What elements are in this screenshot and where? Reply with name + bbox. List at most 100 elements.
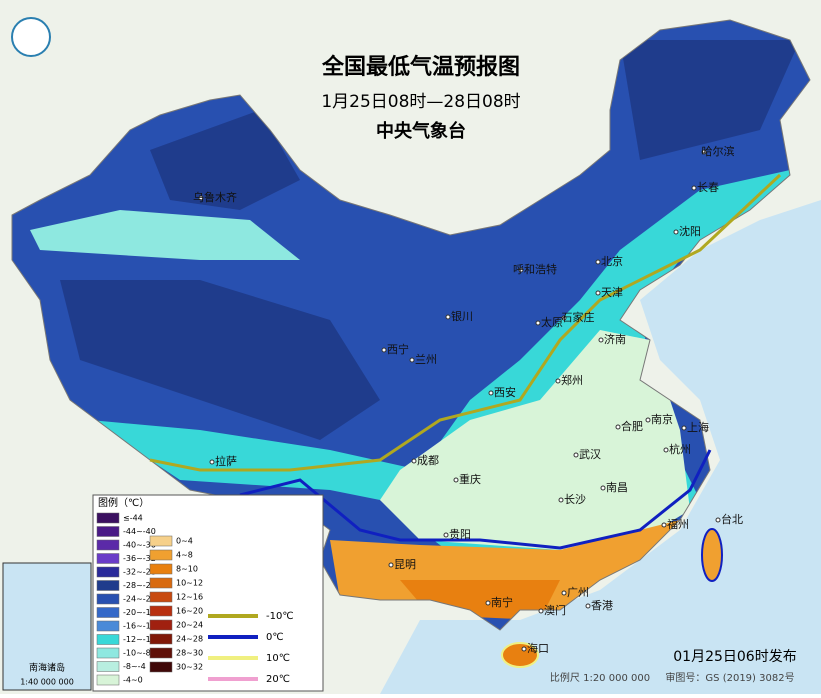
city-label: 西安 xyxy=(494,385,516,399)
city-label: 沈阳 xyxy=(679,224,701,238)
island xyxy=(701,528,723,582)
city-label: 西宁 xyxy=(387,342,409,356)
region xyxy=(150,110,300,210)
city-label: 呼和浩特 xyxy=(513,262,557,276)
legend-swatch xyxy=(149,563,173,575)
legend-swatch xyxy=(149,605,173,617)
legend-line-label: 20℃ xyxy=(266,674,290,685)
legend-swatch xyxy=(96,647,120,659)
legend-label: 30~32 xyxy=(176,663,203,672)
legend-label: -16~-12 xyxy=(123,622,156,631)
city-label: 南宁 xyxy=(491,595,513,609)
legend-label: 4~8 xyxy=(176,551,193,560)
city-label: 香港 xyxy=(591,599,613,612)
logo xyxy=(11,17,51,57)
city-label: 南京 xyxy=(651,412,673,426)
city-dot xyxy=(198,195,204,201)
city-dot xyxy=(673,229,679,235)
legend-swatch xyxy=(96,580,120,591)
legend-swatch xyxy=(96,526,120,537)
city-label: 北京 xyxy=(601,254,623,268)
legend-line-label: 0℃ xyxy=(266,632,284,643)
city-dot xyxy=(209,459,215,465)
legend-line-label: -10℃ xyxy=(266,611,294,622)
city-label: 海口 xyxy=(527,641,549,655)
city-dot xyxy=(409,357,415,363)
city-dot xyxy=(663,447,669,453)
city-dot xyxy=(645,417,651,423)
legend-title: 图例（℃） xyxy=(98,496,149,509)
city-label: 石家庄 xyxy=(562,310,595,324)
city-dot xyxy=(615,424,621,430)
region xyxy=(60,280,380,440)
city-dot xyxy=(443,532,449,538)
legend-label: -12~-10 xyxy=(123,635,156,644)
city-dot xyxy=(538,608,544,614)
legend-swatch xyxy=(149,647,173,659)
legend-label: 10~12 xyxy=(176,579,203,588)
city-label: 合肥 xyxy=(621,419,643,433)
city-dot xyxy=(488,390,494,396)
city-dot xyxy=(600,485,606,491)
legend-swatch xyxy=(96,539,120,551)
city-dot xyxy=(573,452,579,458)
city-dot xyxy=(561,315,567,321)
region xyxy=(30,210,300,260)
issuer: 中央气象台 xyxy=(376,120,466,142)
city-label: 兰州 xyxy=(415,353,437,366)
city-dot xyxy=(585,603,591,609)
legend-label: 28~30 xyxy=(176,649,203,658)
city-label: 哈尔滨 xyxy=(702,144,735,158)
legend-label: -10~-8 xyxy=(123,649,151,658)
city-dot xyxy=(555,378,561,384)
approval: 审图号：GS (2019) 3082号 xyxy=(665,671,794,684)
city-label: 南昌 xyxy=(606,481,628,494)
city-dot xyxy=(595,259,601,265)
city-dot xyxy=(595,290,601,296)
legend-swatch xyxy=(149,633,173,645)
city-label: 拉萨 xyxy=(215,454,237,468)
city-dot xyxy=(661,522,667,528)
legend-swatch xyxy=(96,512,120,524)
legend-swatch xyxy=(149,619,173,631)
city-dot xyxy=(411,458,417,464)
city-label: 成都 xyxy=(417,454,439,467)
city-label: 长春 xyxy=(697,181,719,194)
legend-swatch xyxy=(149,535,173,547)
city-dot xyxy=(715,517,721,523)
legend-label: -44~-40 xyxy=(123,527,156,536)
legend-label: -24~-20 xyxy=(123,595,156,604)
legend-swatch xyxy=(96,593,120,605)
city-label: 广州 xyxy=(567,586,589,599)
legend-swatch xyxy=(149,591,173,603)
inset-scale: 1:40 000 000 xyxy=(20,678,74,687)
subtitle: 1月25日08时—28日08时 xyxy=(321,92,520,112)
city-label: 福州 xyxy=(667,517,689,531)
city-label: 银川 xyxy=(451,309,473,323)
city-label: 武汉 xyxy=(579,448,601,461)
city-dot xyxy=(691,185,697,191)
city-label: 昆明 xyxy=(394,558,416,571)
city-label: 济南 xyxy=(604,332,626,346)
city-dot xyxy=(445,314,451,320)
city-dot xyxy=(453,477,459,483)
legend-label: 20~24 xyxy=(176,621,203,630)
legend-label: -40~-36 xyxy=(123,541,156,550)
city-dot xyxy=(521,646,527,652)
legend-label: -20~-16 xyxy=(123,608,156,617)
city-dot xyxy=(381,347,387,353)
city-dot xyxy=(535,320,541,326)
title: 全国最低气温预报图 xyxy=(321,54,520,80)
legend-swatch xyxy=(96,661,120,672)
city-label: 上海 xyxy=(687,420,709,434)
legend-label: 24~28 xyxy=(176,635,203,644)
legend: ≤-44 -44~-40 -40~-36 -36~-32 -32~-28 -28~-24 -… xyxy=(96,512,294,686)
city-label: 郑州 xyxy=(561,373,583,387)
legend-line-label: 10℃ xyxy=(266,653,290,664)
city-label: 天津 xyxy=(601,286,623,299)
city-dot xyxy=(598,337,604,343)
city-label: 杭州 xyxy=(669,442,691,456)
city-dot xyxy=(485,600,491,606)
